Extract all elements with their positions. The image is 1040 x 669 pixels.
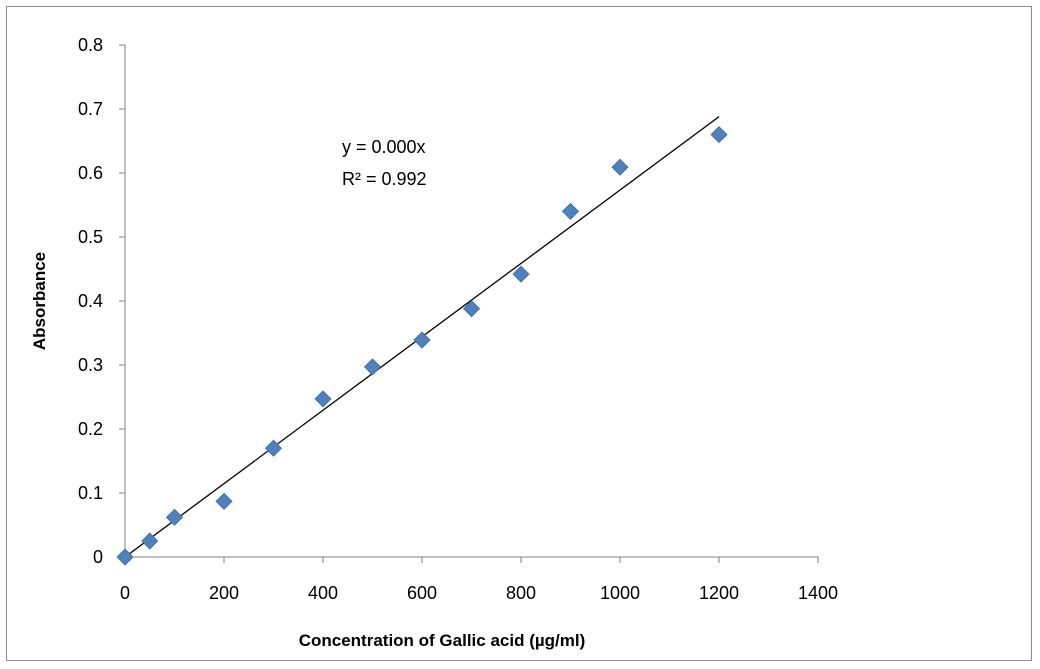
x-tick-label: 400 — [308, 583, 338, 603]
y-tick-label: 0.3 — [78, 355, 103, 375]
y-tick-label: 0.6 — [78, 163, 103, 183]
y-tick-label: 0.7 — [78, 99, 103, 119]
data-point — [363, 358, 382, 376]
y-axis-title: Absorbance — [30, 252, 49, 350]
x-tick-label: 200 — [209, 583, 239, 603]
x-tick-label: 800 — [506, 583, 536, 603]
r-squared-label: R² = 0.992 — [342, 169, 427, 189]
y-tick-label: 0 — [93, 547, 103, 567]
y-tick-label: 0.5 — [78, 227, 103, 247]
data-point — [413, 331, 431, 349]
data-point — [165, 508, 184, 526]
data-point — [314, 390, 332, 408]
data-point — [512, 265, 530, 283]
y-tick-label: 0.4 — [78, 291, 103, 311]
data-point — [141, 532, 159, 550]
data-points — [116, 126, 728, 566]
x-axis-ticks: 0 200 400 600 800 1000 1200 1400 — [120, 557, 838, 603]
x-tick-label: 1400 — [798, 583, 838, 603]
y-tick-label: 0.1 — [78, 483, 103, 503]
data-point — [611, 158, 629, 176]
data-point — [561, 202, 580, 220]
data-point — [264, 439, 283, 457]
data-point — [215, 492, 233, 510]
y-tick-label: 0.8 — [78, 35, 103, 55]
data-point — [116, 548, 134, 566]
y-axis-ticks: 0 0.1 0.2 0.3 0.4 0.5 0.6 0.7 0.8 — [78, 35, 125, 567]
x-tick-label: 0 — [120, 583, 130, 603]
data-point — [462, 300, 481, 318]
x-tick-label: 1200 — [699, 583, 739, 603]
x-tick-label: 1000 — [600, 583, 640, 603]
x-tick-label: 600 — [407, 583, 437, 603]
chart-area — [6, 6, 1032, 661]
y-tick-label: 0.2 — [78, 419, 103, 439]
trendline-equation: y = 0.000x — [342, 137, 426, 157]
data-point — [710, 126, 728, 144]
x-axis-title: Concentration of Gallic acid (µg/ml) — [299, 631, 586, 650]
